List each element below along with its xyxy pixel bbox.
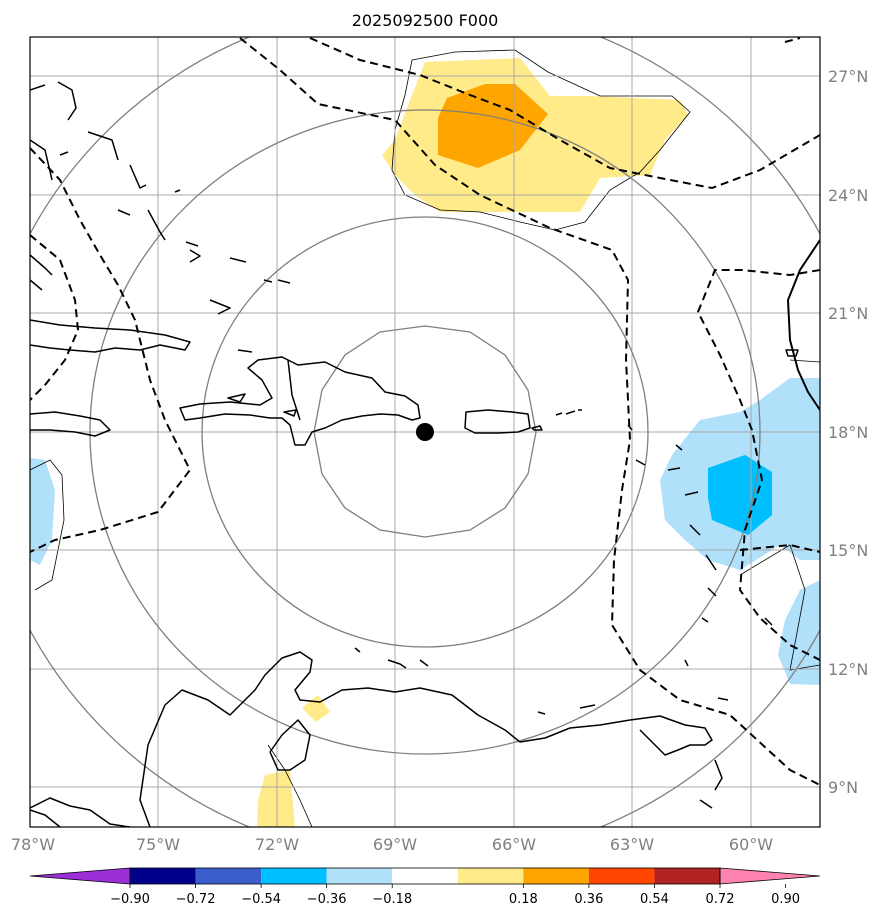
solid-contour	[786, 239, 820, 411]
jamaica-coast	[30, 411, 111, 437]
colorbar-label: −0.90	[110, 892, 150, 907]
x-tick-label: 63°W	[610, 835, 654, 854]
colorbar-swatch	[392, 868, 458, 884]
y-tick-label: 18°N	[828, 423, 868, 442]
colorbar-label: −0.36	[307, 892, 347, 907]
puerto-rico-coast	[464, 409, 531, 434]
shaded-anomaly-fields	[30, 58, 820, 827]
colorbar-swatch	[261, 868, 327, 884]
y-tick-label: 12°N	[828, 660, 868, 679]
map-frame	[29, 36, 821, 828]
positive-anomaly-south	[257, 770, 295, 827]
map-title: 2025092500 F000	[352, 11, 499, 30]
colorbar-label: 0.54	[640, 892, 669, 907]
cuba-coast	[30, 319, 191, 353]
map-panel	[30, 37, 820, 827]
colorbar-extend-low	[29, 867, 131, 885]
x-tick-label: 75°W	[136, 835, 180, 854]
colorbar-swatch	[130, 868, 196, 884]
colorbar-label: 0.18	[509, 892, 538, 907]
negative-anomaly-west	[30, 458, 55, 565]
y-tick-label: 15°N	[828, 541, 868, 560]
y-axis-labels: 27°N 24°N 21°N 18°N 15°N 12°N 9°N	[828, 67, 868, 797]
x-tick-label: 78°W	[11, 835, 55, 854]
x-tick-label: 60°W	[729, 835, 773, 854]
negative-anomaly-core	[708, 455, 772, 535]
colorbar-swatch	[326, 868, 393, 884]
colorbar-frame	[129, 867, 721, 885]
colorbar-label: 0.36	[574, 892, 603, 907]
range-rings	[30, 37, 820, 827]
y-tick-label: 9°N	[828, 778, 858, 797]
x-tick-label: 69°W	[373, 835, 417, 854]
dashed-contours	[30, 37, 820, 786]
hispaniola-coast	[179, 356, 421, 446]
positive-anomaly-small	[302, 695, 330, 722]
colorbar-extend-high	[719, 867, 821, 885]
colorbar-swatch	[457, 868, 524, 884]
colorbar-swatch	[523, 868, 589, 884]
south-america-coast	[30, 651, 713, 827]
colorbar-swatch	[195, 868, 262, 884]
negative-anomaly-southeast	[778, 580, 820, 685]
y-tick-label: 21°N	[828, 304, 868, 323]
colorbar-label: 0.72	[706, 892, 735, 907]
y-tick-label: 27°N	[828, 67, 868, 86]
colorbar-swatch	[654, 868, 720, 884]
x-tick-label: 66°W	[492, 835, 536, 854]
colorbar-label: −0.18	[372, 892, 412, 907]
storm-center-marker	[416, 423, 434, 441]
colorbar-swatch	[588, 868, 655, 884]
positive-anomaly-core	[438, 84, 548, 168]
y-tick-label: 24°N	[828, 186, 868, 205]
colorbar-label: 0.90	[771, 892, 800, 907]
x-axis-labels: 78°W 75°W 72°W 69°W 66°W 63°W 60°W	[11, 835, 773, 854]
colorbar-label: −0.54	[241, 892, 281, 907]
colorbar: −0.90 −0.72 −0.54 −0.36 −0.18 0.18 0.36 0.54 0.7…	[29, 867, 821, 907]
x-tick-label: 72°W	[255, 835, 299, 854]
colorbar-label: −0.72	[176, 892, 216, 907]
coastlines	[30, 81, 799, 827]
